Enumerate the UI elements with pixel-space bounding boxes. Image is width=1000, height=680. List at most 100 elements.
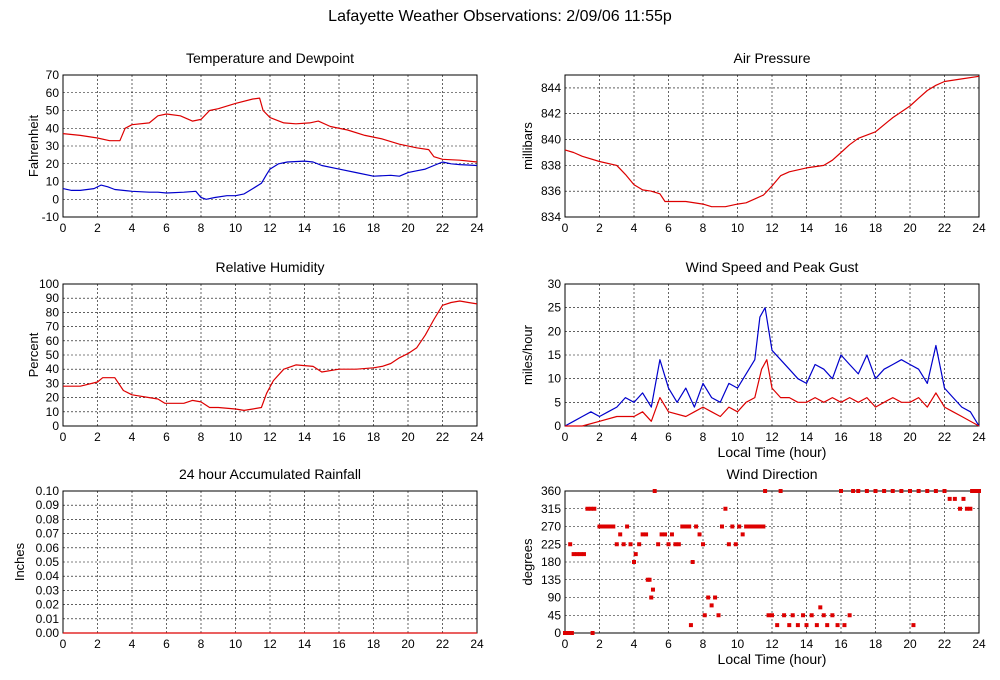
y-tick-label: 0 — [52, 419, 59, 433]
x-tick-label: 12 — [263, 221, 277, 235]
data-point — [890, 489, 895, 493]
data-point — [669, 532, 674, 537]
y-tick-label: 0.03 — [36, 583, 60, 597]
y-tick-label: 50 — [46, 104, 60, 118]
x-tick-label: 2 — [596, 221, 603, 235]
data-point — [578, 552, 583, 557]
x-tick-label: 22 — [938, 637, 952, 651]
data-point — [782, 613, 787, 618]
x-tick-label: 4 — [631, 430, 638, 444]
chart-title: 24 hour Accumulated Rainfall — [179, 466, 361, 482]
data-point — [723, 506, 728, 511]
data-point — [925, 489, 930, 493]
data-point — [716, 613, 721, 618]
y-tick-label: 0.02 — [36, 598, 60, 612]
y-tick-label: 270 — [541, 520, 561, 534]
data-point — [666, 542, 671, 547]
x-tick-label: 0 — [562, 637, 569, 651]
y-tick-label: 15 — [548, 348, 562, 362]
x-tick-label: 6 — [163, 221, 170, 235]
y-tick-label: 834 — [541, 210, 561, 224]
data-point — [763, 489, 768, 493]
data-point — [856, 489, 861, 493]
x-tick-label: 8 — [198, 637, 205, 651]
x-tick-label: 16 — [834, 430, 848, 444]
data-point — [592, 506, 597, 511]
x-tick-label: 24 — [470, 221, 484, 235]
data-point — [958, 506, 963, 511]
y-tick-label: 0.04 — [36, 569, 60, 583]
data-point — [676, 542, 681, 547]
data-point — [751, 524, 756, 529]
x-tick-label: 2 — [94, 637, 101, 651]
y-tick-label: 842 — [541, 107, 561, 121]
y-tick-label: 70 — [46, 320, 60, 334]
data-point — [683, 524, 688, 529]
data-point — [942, 489, 947, 493]
data-point — [687, 524, 692, 529]
y-tick-label: 0.10 — [36, 484, 60, 498]
x-tick-label: 18 — [367, 430, 381, 444]
data-point — [611, 524, 616, 529]
x-tick-label: 14 — [298, 430, 312, 444]
y-tick-label: 315 — [541, 502, 561, 516]
x-tick-label: 8 — [700, 430, 707, 444]
y-tick-label: 360 — [541, 484, 561, 498]
x-tick-label: 10 — [229, 221, 243, 235]
chart-title: Wind Direction — [726, 466, 817, 482]
x-tick-label: 4 — [631, 221, 638, 235]
x-tick-label: 22 — [938, 221, 952, 235]
x-tick-label: 10 — [229, 430, 243, 444]
data-point — [744, 524, 749, 529]
x-tick-label: 14 — [800, 637, 814, 651]
y-axis-label: Fahrenheit — [26, 115, 41, 178]
x-tick-label: 18 — [367, 221, 381, 235]
data-point — [659, 532, 664, 537]
data-point — [640, 532, 645, 537]
y-tick-label: -10 — [42, 210, 60, 224]
data-point — [632, 560, 636, 564]
data-point — [778, 489, 783, 493]
data-point — [614, 542, 619, 547]
data-point — [633, 552, 638, 557]
plot-frame — [564, 283, 980, 427]
x-tick-label: 22 — [938, 430, 952, 444]
data-point — [663, 532, 668, 537]
x-tick-label: 0 — [60, 221, 67, 235]
y-axis-label: millibars — [520, 122, 535, 170]
y-tick-label: 10 — [548, 372, 562, 386]
y-tick-label: 40 — [46, 362, 60, 376]
data-point — [814, 623, 819, 628]
data-point — [795, 623, 800, 628]
x-tick-label: 10 — [731, 221, 745, 235]
y-tick-label: 90 — [46, 291, 60, 305]
y-tick-label: 0.06 — [36, 541, 60, 555]
y-tick-label: 0.09 — [36, 498, 60, 512]
data-point — [597, 524, 602, 529]
data-point — [737, 524, 742, 529]
x-tick-label: 20 — [903, 430, 917, 444]
x-tick-label: 0 — [562, 430, 569, 444]
y-tick-label: 0.05 — [36, 555, 60, 569]
y-axis-label: miles/hour — [520, 324, 535, 385]
y-axis-label: degrees — [520, 538, 535, 585]
x-tick-label: 0 — [562, 221, 569, 235]
data-point — [864, 489, 869, 493]
x-tick-label: 22 — [436, 430, 450, 444]
data-point — [733, 542, 738, 547]
x-tick-label: 4 — [129, 430, 136, 444]
data-point — [604, 524, 609, 529]
x-tick-label: 24 — [972, 430, 986, 444]
x-tick-label: 22 — [436, 637, 450, 651]
y-tick-label: 0 — [554, 626, 561, 640]
y-tick-label: 0.07 — [36, 527, 60, 541]
data-point — [911, 623, 916, 628]
data-point — [908, 489, 912, 493]
x-tick-label: 20 — [401, 221, 415, 235]
y-tick-label: 60 — [46, 334, 60, 348]
